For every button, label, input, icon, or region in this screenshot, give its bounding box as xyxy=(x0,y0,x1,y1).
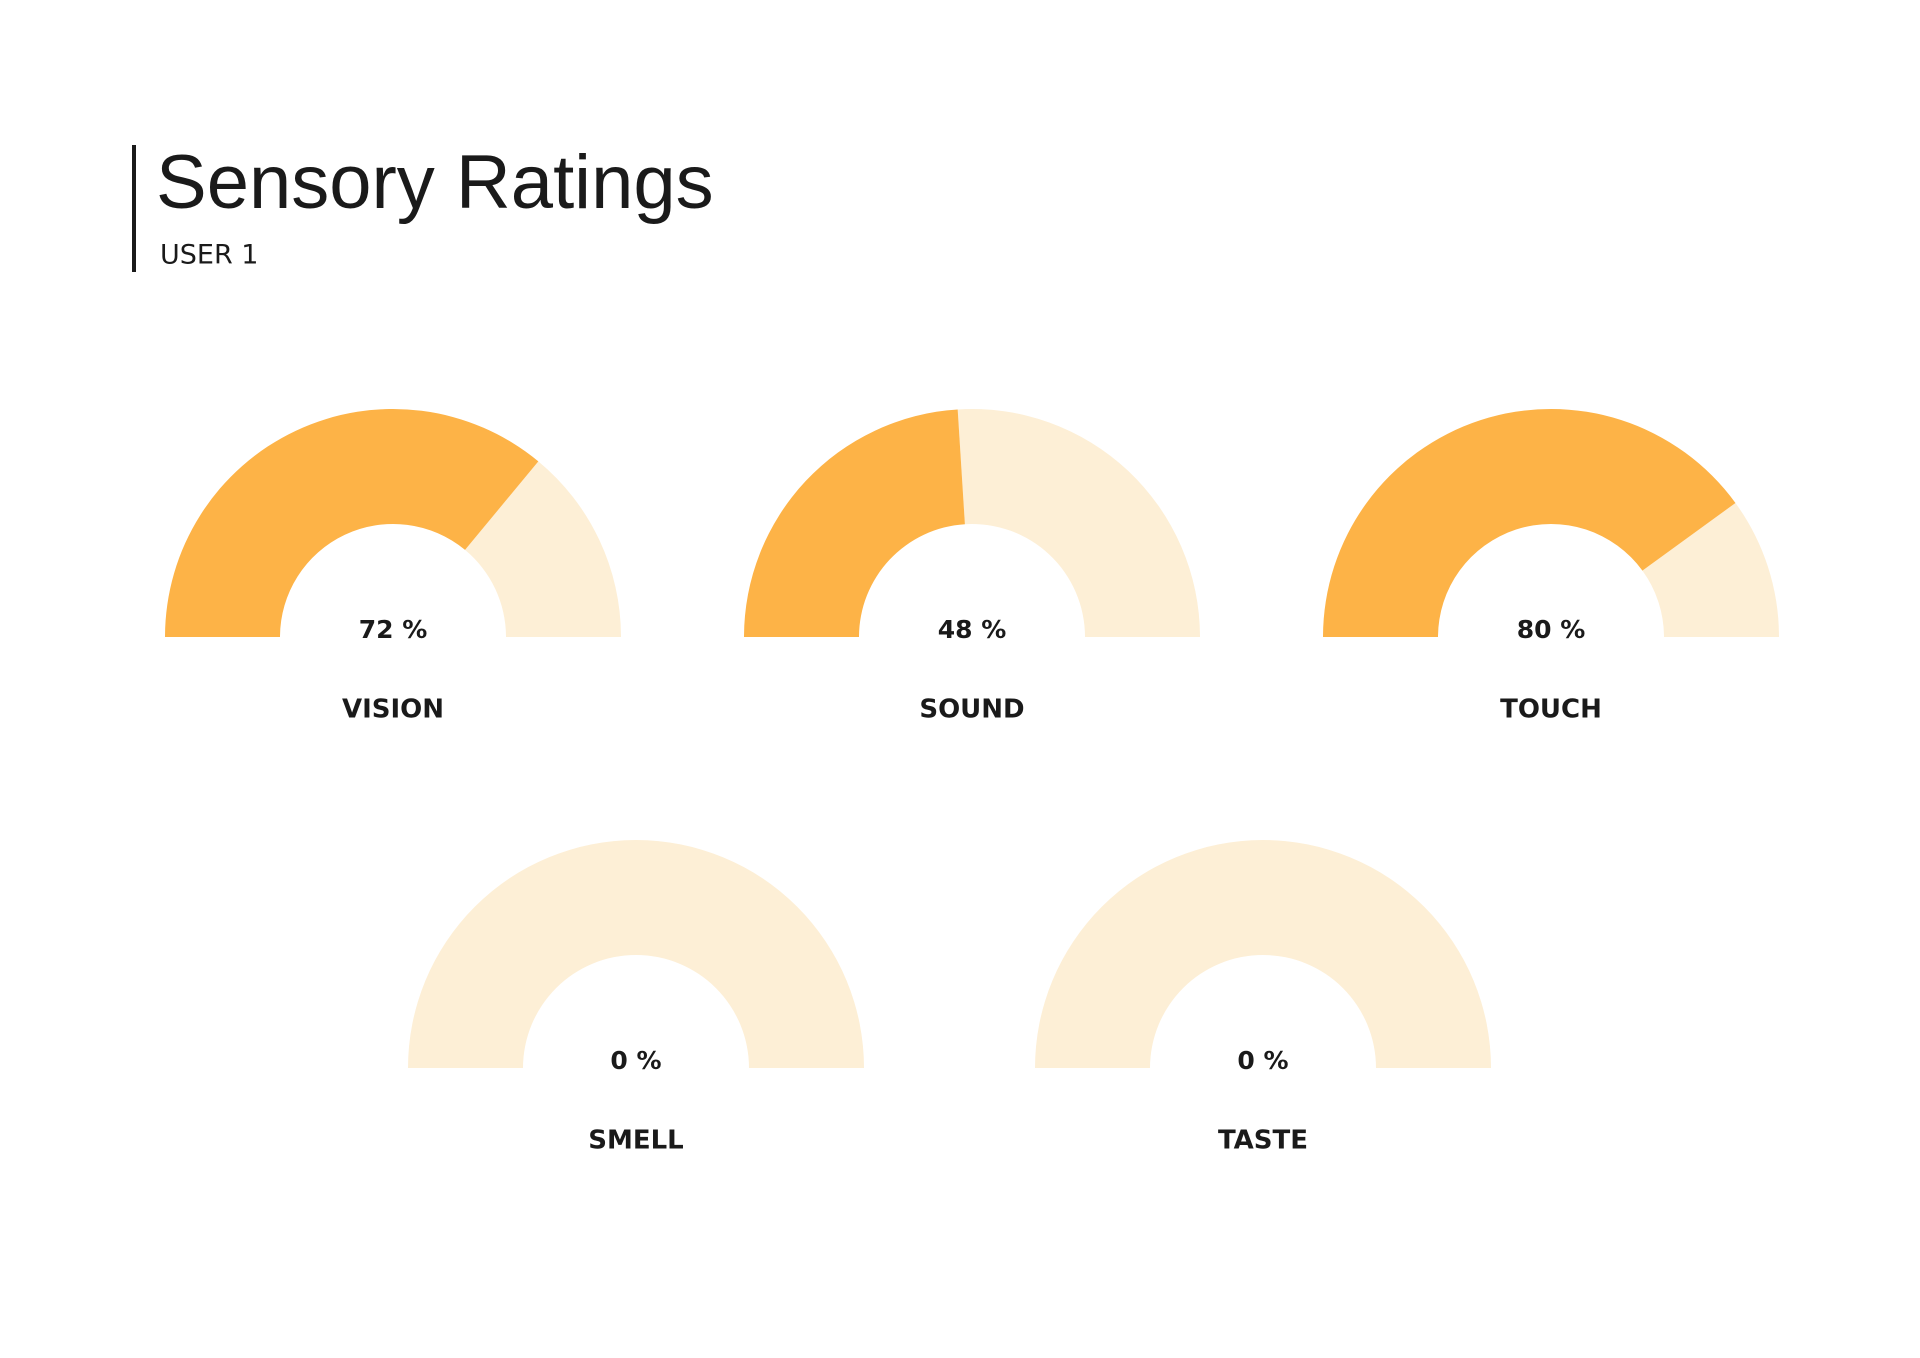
gauge-label: TASTE xyxy=(1218,1126,1308,1156)
gauge-track xyxy=(408,840,864,1068)
page-subtitle: USER 1 xyxy=(160,240,258,271)
gauge-track xyxy=(1035,840,1491,1068)
page-title: Sensory Ratings xyxy=(156,140,714,225)
gauge-label: SOUND xyxy=(919,695,1024,725)
gauge-value-label: 72 % xyxy=(359,615,428,644)
title-bar xyxy=(132,145,136,272)
gauge-fill xyxy=(164,408,539,637)
gauge-value-label: 48 % xyxy=(938,615,1007,644)
gauge-track xyxy=(1642,502,1779,637)
gauge-value-label: 0 % xyxy=(610,1046,661,1075)
gauge-label: VISION xyxy=(342,695,444,725)
gauge-value-label: 0 % xyxy=(1237,1046,1288,1075)
gauge-label: SMELL xyxy=(588,1126,684,1156)
gauge-track xyxy=(465,461,621,637)
gauge-value-label: 80 % xyxy=(1517,615,1586,644)
gauge-track xyxy=(957,408,1200,637)
gauge-label: TOUCH xyxy=(1500,695,1602,725)
gauge-fill xyxy=(744,409,965,637)
gauge-fill xyxy=(1323,408,1736,637)
